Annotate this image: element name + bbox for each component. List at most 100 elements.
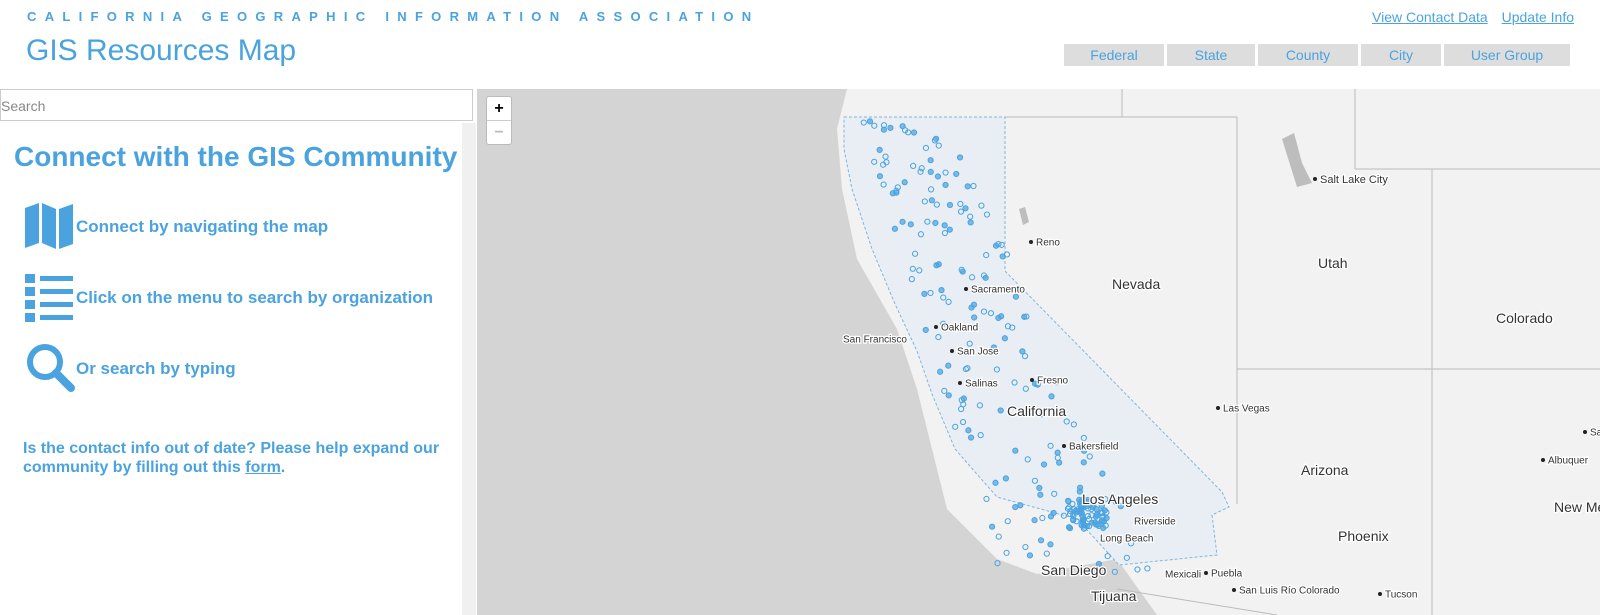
org-point: [1123, 554, 1130, 561]
org-point: [980, 272, 988, 279]
org-point: [1144, 565, 1151, 572]
map-label: Tijuana: [1091, 588, 1137, 604]
org-point: [1070, 421, 1077, 428]
org-point: [922, 144, 930, 152]
update-info-link[interactable]: Update Info: [1501, 9, 1574, 25]
org-point: [1098, 502, 1105, 509]
org-point: [940, 294, 947, 301]
org-point: [1002, 475, 1009, 482]
filter-button[interactable]: County: [1258, 44, 1358, 66]
org-name: CALIFORNIA GEOGRAPHIC INFORMATION ASSOCI…: [27, 9, 760, 24]
org-point: [938, 287, 945, 294]
org-point: [899, 218, 906, 225]
city-dot: [950, 349, 954, 353]
org-point: [1026, 552, 1034, 559]
org-point: [1093, 511, 1100, 518]
org-point: [964, 365, 971, 372]
org-point: [1051, 490, 1058, 497]
org-point: [1134, 566, 1141, 573]
org-point: [1012, 447, 1019, 454]
org-point: [937, 368, 944, 375]
org-point: [883, 159, 890, 166]
zoom-out[interactable]: −: [494, 124, 504, 141]
filter-button[interactable]: Federal: [1064, 44, 1164, 66]
org-point: [905, 129, 912, 136]
org-point: [965, 427, 972, 434]
org-point: [1003, 251, 1011, 258]
map-label: Salinas: [965, 379, 998, 390]
map-label: Sacramento: [971, 285, 1025, 296]
org-point: [893, 189, 900, 196]
org-point: [1099, 498, 1106, 505]
org-point: [931, 137, 938, 144]
step-text: Connect by navigating the map: [76, 217, 329, 236]
header-links: View Contact Data Update Info: [1362, 9, 1574, 25]
map-label: San Jose: [957, 347, 999, 358]
form-link[interactable]: form: [245, 459, 281, 476]
org-point: [998, 241, 1005, 248]
org-point: [922, 326, 929, 334]
org-point: [990, 344, 998, 351]
org-point: [976, 402, 984, 409]
org-point: [1088, 512, 1095, 519]
view-contact-link[interactable]: View Contact Data: [1372, 9, 1488, 25]
map-label: Utah: [1318, 255, 1348, 271]
org-point: [1104, 552, 1111, 560]
map-label: Nevada: [1112, 276, 1160, 292]
org-point: [967, 434, 975, 441]
note-end: .: [280, 459, 286, 476]
org-point: [968, 274, 976, 281]
org-point: [1022, 385, 1029, 392]
org-point: [916, 267, 923, 274]
search-input[interactable]: Search: [0, 89, 473, 121]
map-label: Riverside: [1134, 517, 1176, 528]
sidebar: Search Connect with the GIS Community Co…: [0, 89, 476, 615]
map-label: Colorado: [1496, 310, 1553, 326]
org-point: [957, 200, 964, 208]
org-point: [907, 221, 914, 228]
org-point: [935, 333, 942, 341]
filter-button[interactable]: City: [1361, 44, 1441, 66]
org-point: [1080, 434, 1087, 442]
city-dot: [1062, 444, 1066, 448]
org-point: [1054, 379, 1061, 386]
org-point: [1060, 512, 1067, 519]
org-point: [1011, 379, 1018, 386]
filter-button[interactable]: User Group: [1444, 44, 1570, 66]
org-point: [1080, 459, 1087, 466]
city-dot: [1541, 458, 1545, 462]
zoom-control: + −: [486, 96, 512, 145]
org-point: [866, 118, 874, 125]
org-point: [945, 362, 952, 369]
map[interactable]: Salt Lake City Reno Nevada Utah Colorado Sacr…: [477, 89, 1600, 615]
org-point: [1047, 442, 1054, 449]
filter-bar: Federal State County City User Group: [1064, 44, 1570, 66]
map-canvas[interactable]: Salt Lake City Reno Nevada Utah Colorado Sacr…: [477, 89, 1600, 615]
map-label: Tucson: [1385, 590, 1417, 601]
map-label: San Francisco: [843, 335, 907, 346]
scrollbar[interactable]: [462, 123, 476, 615]
zoom-in[interactable]: +: [487, 97, 511, 121]
org-point: [1021, 313, 1028, 320]
org-point: [978, 202, 985, 209]
org-point: [1001, 335, 1008, 342]
filter-button[interactable]: State: [1167, 44, 1255, 66]
org-point: [860, 119, 867, 126]
map-label: Fresno: [1037, 376, 1069, 387]
org-point: [1065, 497, 1072, 504]
org-point: [1088, 505, 1095, 513]
org-point: [1056, 459, 1063, 466]
map-label: Las Vegas: [1223, 404, 1270, 415]
org-point: [917, 168, 924, 175]
note-text: Is the contact info out of date? Please …: [23, 440, 440, 476]
org-point: [1069, 500, 1076, 508]
org-point: [1117, 503, 1124, 510]
map-label: San Diego: [1041, 562, 1107, 578]
org-point: [962, 205, 969, 212]
org-point: [1037, 537, 1045, 544]
org-point: [1084, 512, 1091, 520]
org-point: [1098, 509, 1105, 516]
org-point: [909, 265, 916, 272]
city-dot: [934, 325, 938, 329]
